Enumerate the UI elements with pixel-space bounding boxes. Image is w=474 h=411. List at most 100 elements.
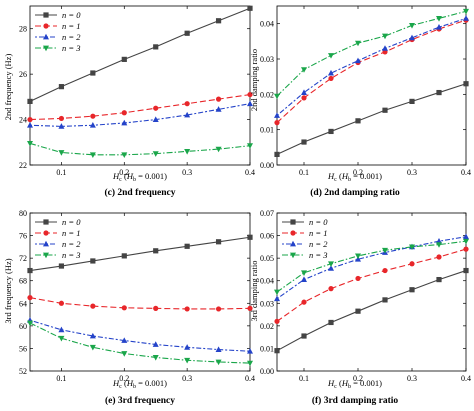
point-c-n3-0: [27, 141, 33, 147]
point-d-n0-7: [463, 81, 469, 87]
series-line-d-n3: [276, 10, 467, 97]
point-f-n1-6: [436, 254, 442, 260]
series-line-f-n1: [276, 248, 467, 322]
point-d-n1-2: [328, 75, 334, 82]
point-f-n0-0: [274, 348, 280, 354]
caption-c: (c) 2nd frequency: [104, 187, 175, 198]
point-f-n0-5: [409, 287, 415, 293]
point-e-n0-1: [58, 263, 65, 269]
point-f-n1-3: [355, 275, 361, 282]
ytick-label-f-2: 0.02: [260, 322, 274, 331]
point-d-n0-5: [409, 98, 415, 104]
ytick-label-f-3: 0.03: [260, 299, 274, 308]
point-c-n1-5: [184, 101, 190, 107]
xlabel-d: Hc (Hb = 0.001): [327, 171, 382, 183]
point-c-n3-3: [121, 152, 128, 158]
point-c-n1-7: [247, 91, 253, 98]
point-e-n0-5: [184, 243, 190, 249]
legend-label-e-n0: n = 0: [62, 217, 81, 227]
point-f-n3-4: [382, 247, 388, 254]
point-f-n0-4: [382, 297, 388, 303]
xtick-label-f-3: 0.4: [461, 374, 471, 383]
point-c-n0-7: [247, 5, 253, 11]
point-d-n0-1: [301, 139, 307, 145]
ylabel-d: 2nd damping ratio: [249, 49, 259, 111]
ytick-label-e-2: 60: [19, 322, 27, 331]
xtick-label-d-1: 0.2: [353, 168, 363, 177]
point-f-n3-7: [463, 238, 469, 245]
xtick-label-f-0: 0.1: [299, 374, 309, 383]
ytick-label-f-4: 0.04: [260, 277, 274, 286]
xtick-label-d-0: 0.1: [299, 168, 309, 177]
xtick-label-e-3: 0.4: [245, 374, 255, 383]
xtick-label-c-1: 0.2: [119, 168, 129, 177]
point-c-n1-3: [121, 110, 127, 116]
legend-label-f-n1: n = 1: [309, 228, 328, 238]
point-d-n3-5: [409, 23, 415, 29]
xtick-label-f-2: 0.3: [407, 374, 417, 383]
legend-marker-f-n1: [290, 230, 296, 236]
point-c-n0-6: [215, 18, 222, 24]
point-f-n1-2: [328, 286, 334, 292]
caption-f: (f) 3rd damping ratio: [312, 395, 399, 406]
point-e-n1-1: [58, 300, 65, 306]
point-e-n1-5: [184, 306, 190, 312]
xtick-label-c-2: 0.3: [182, 168, 192, 177]
axes-frame-f: [276, 212, 467, 372]
point-c-n1-0: [27, 116, 33, 123]
point-f-n0-7: [463, 267, 469, 274]
point-d-n1-1: [301, 95, 307, 101]
point-e-n3-6: [215, 359, 222, 366]
point-d-n2-4: [382, 45, 388, 51]
ytick-label-f-7: 0.07: [260, 209, 274, 218]
series-line-c-n0: [29, 7, 251, 102]
point-c-n0-4: [153, 44, 159, 50]
point-e-n0-3: [121, 253, 127, 259]
ytick-label-e-5: 72: [19, 254, 27, 263]
point-d-n3-4: [382, 33, 388, 40]
series-line-e-n1: [29, 297, 251, 310]
point-c-n1-6: [215, 96, 222, 102]
legend-label-f-n3: n = 3: [309, 250, 328, 260]
point-c-n2-2: [89, 122, 96, 128]
point-c-n0-1: [58, 84, 65, 90]
series-line-c-n2: [29, 103, 251, 127]
point-f-n3-1: [301, 270, 307, 277]
point-f-n1-4: [382, 267, 388, 274]
xtick-label-e-2: 0.3: [182, 374, 192, 383]
point-c-n3-5: [184, 148, 191, 155]
point-f-n3-2: [328, 261, 334, 267]
ytick-label-d-0: 0.00: [260, 161, 274, 170]
point-c-n3-1: [58, 150, 65, 156]
point-e-n3-5: [184, 357, 191, 364]
point-c-n2-1: [58, 123, 65, 129]
xlabel-e: Hc (Hb = 0.001): [112, 378, 167, 390]
ytick-label-c-2: 26: [19, 70, 27, 79]
ylabel-e: 3rd frequency (Hz): [3, 258, 13, 323]
point-e-n3-3: [121, 351, 128, 357]
point-f-n3-3: [355, 253, 361, 260]
series-line-f-n3: [276, 240, 467, 293]
caption-d: (d) 2nd damping ratio: [310, 187, 400, 198]
point-e-n2-3: [121, 337, 128, 343]
point-e-n2-6: [215, 346, 222, 352]
point-f-n3-0: [274, 289, 280, 296]
point-d-n2-2: [328, 69, 334, 76]
point-c-n0-0: [27, 98, 33, 104]
point-d-n0-6: [436, 89, 442, 96]
point-e-n3-7: [247, 360, 253, 367]
point-d-n0-4: [382, 107, 388, 113]
ytick-label-e-7: 80: [19, 209, 27, 218]
legend-marker-e-n0: [43, 219, 49, 225]
point-e-n2-2: [89, 332, 96, 339]
caption-e: (e) 3rd frequency: [105, 395, 175, 406]
point-d-n3-2: [328, 53, 334, 59]
point-d-n3-3: [355, 40, 361, 47]
point-e-n3-0: [27, 320, 33, 327]
point-d-n3-6: [436, 15, 442, 22]
ytick-label-c-3: 28: [19, 25, 27, 34]
point-d-n2-1: [301, 89, 307, 95]
xtick-label-e-0: 0.1: [56, 374, 66, 383]
